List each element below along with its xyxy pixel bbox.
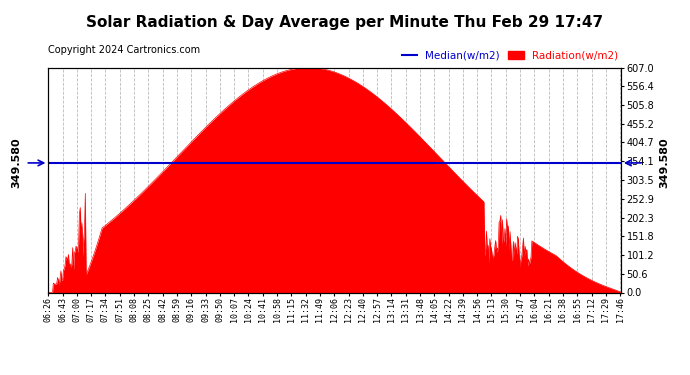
Legend: Median(w/m2), Radiation(w/m2): Median(w/m2), Radiation(w/m2) [397,46,622,65]
Text: Copyright 2024 Cartronics.com: Copyright 2024 Cartronics.com [48,45,200,55]
Text: 349.580: 349.580 [12,138,22,188]
Text: 349.580: 349.580 [659,138,669,188]
Text: Solar Radiation & Day Average per Minute Thu Feb 29 17:47: Solar Radiation & Day Average per Minute… [86,15,604,30]
